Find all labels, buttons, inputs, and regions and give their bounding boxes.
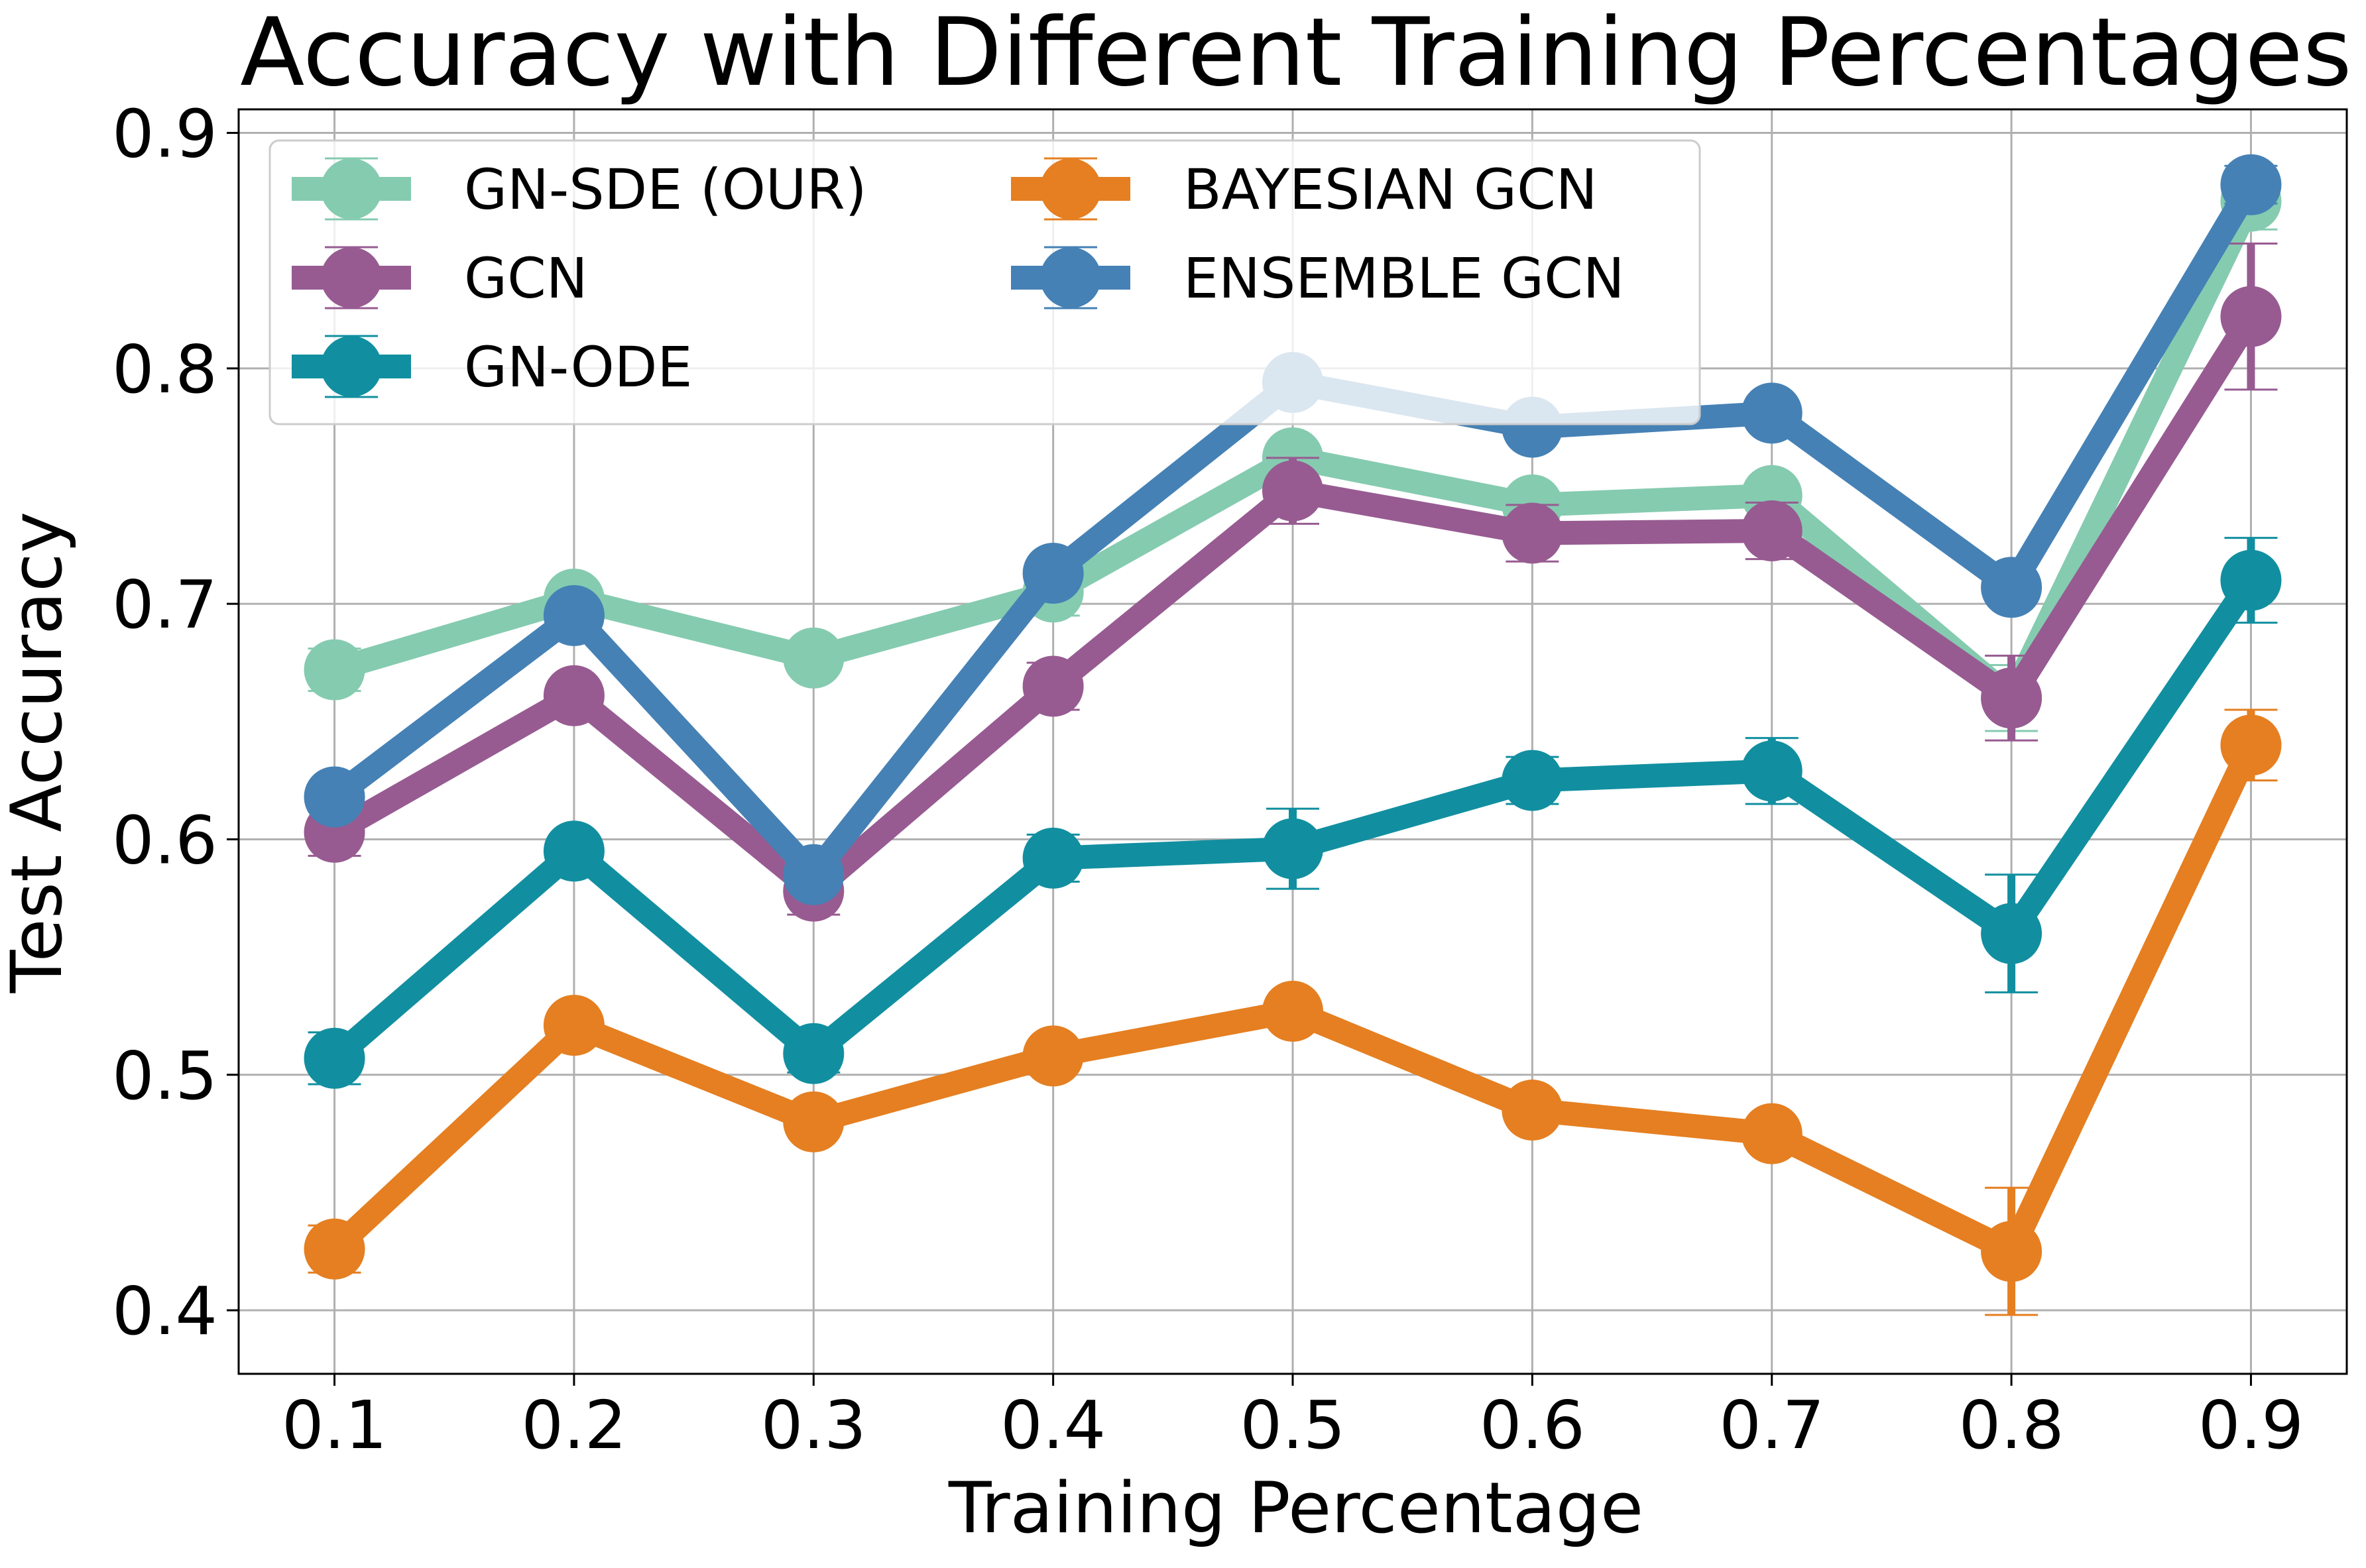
data-point [543,665,605,726]
y-tick-label: 0.5 [112,1037,217,1115]
y-tick-label: 0.4 [112,1272,217,1350]
data-point [1502,502,1563,564]
data-point [783,1091,845,1152]
data-point [2220,286,2282,347]
data-series [304,154,2282,1316]
data-point [1502,750,1563,811]
data-point [1981,903,2042,964]
legend-swatch-marker [1040,158,1101,219]
data-point [1262,980,1323,1042]
data-point [1981,1221,2042,1282]
legend-box [268,139,1701,425]
legend-label: GN-ODE [464,335,692,400]
x-tick-label: 0.3 [761,1386,866,1464]
legend-item: GN-SDE (OUR) [292,157,867,222]
data-point [543,820,605,882]
data-point [543,585,605,646]
data-point [1741,500,1803,561]
legend-swatch-marker [1040,247,1101,308]
x-axis-label: Training Percentage [948,1467,1643,1549]
x-tick-label: 0.1 [282,1386,387,1464]
data-point [1262,460,1323,522]
legend-item: ENSEMBLE GCN [1011,246,1625,311]
data-point [543,995,605,1056]
x-tick-label: 0.2 [521,1386,626,1464]
legend-item: GCN [292,246,588,311]
data-point [1741,740,1803,802]
legend-label: GN-SDE (OUR) [464,157,867,222]
data-point [1502,1080,1563,1141]
x-tick-label: 0.8 [1959,1386,2064,1464]
chart-title: Accuracy with Different Training Percent… [240,0,2352,107]
y-tick-label: 0.6 [112,801,217,879]
legend-swatch-marker [321,247,382,308]
data-point [2220,714,2282,776]
data-point [1981,667,2042,729]
x-tick-label: 0.4 [1000,1386,1106,1464]
legend-swatch-marker [321,336,382,397]
legend-item: GN-ODE [292,335,692,400]
data-point [304,766,365,828]
y-tick-label: 0.7 [112,566,217,644]
legend: GN-SDE (OUR) GCN GN-ODE BAYESIAN GCN ENSEMBL… [268,139,1701,425]
legend-label: GCN [464,246,588,311]
data-point [1741,1103,1803,1164]
y-tick-label: 0.9 [112,95,217,173]
data-point [304,1218,365,1280]
data-point [1262,818,1323,879]
data-point [783,844,845,905]
x-tick-label: 0.5 [1240,1386,1345,1464]
data-point [1022,655,1084,717]
data-point [1981,557,2042,618]
y-axis-label: Test Accuracy [0,512,78,993]
legend-swatch-marker [321,158,382,219]
data-point [2220,549,2282,611]
series-3 [304,537,2282,1089]
series-4 [304,708,2282,1316]
x-tick-label: 0.6 [1480,1386,1585,1464]
legend-label: BAYESIAN GCN [1183,157,1598,222]
data-point [1022,1025,1084,1087]
x-tick-label: 0.7 [1719,1386,1824,1464]
data-point [1022,542,1084,604]
axis-ticks: 0.1 0.2 0.3 0.4 0.5 0.6 0.7 0.8 0.9 0.4 0.5 0.6 0.7 0… [112,95,2304,1464]
data-point [1741,382,1803,444]
y-tick-label: 0.8 [112,331,217,408]
legend-item: BAYESIAN GCN [1011,157,1598,222]
data-point [304,1027,365,1089]
data-point [783,627,845,689]
data-point [1022,827,1084,889]
x-tick-label: 0.9 [2198,1386,2304,1464]
data-point [783,1023,845,1084]
data-point [2220,154,2282,215]
data-point [304,639,365,700]
legend-label: ENSEMBLE GCN [1183,246,1625,311]
